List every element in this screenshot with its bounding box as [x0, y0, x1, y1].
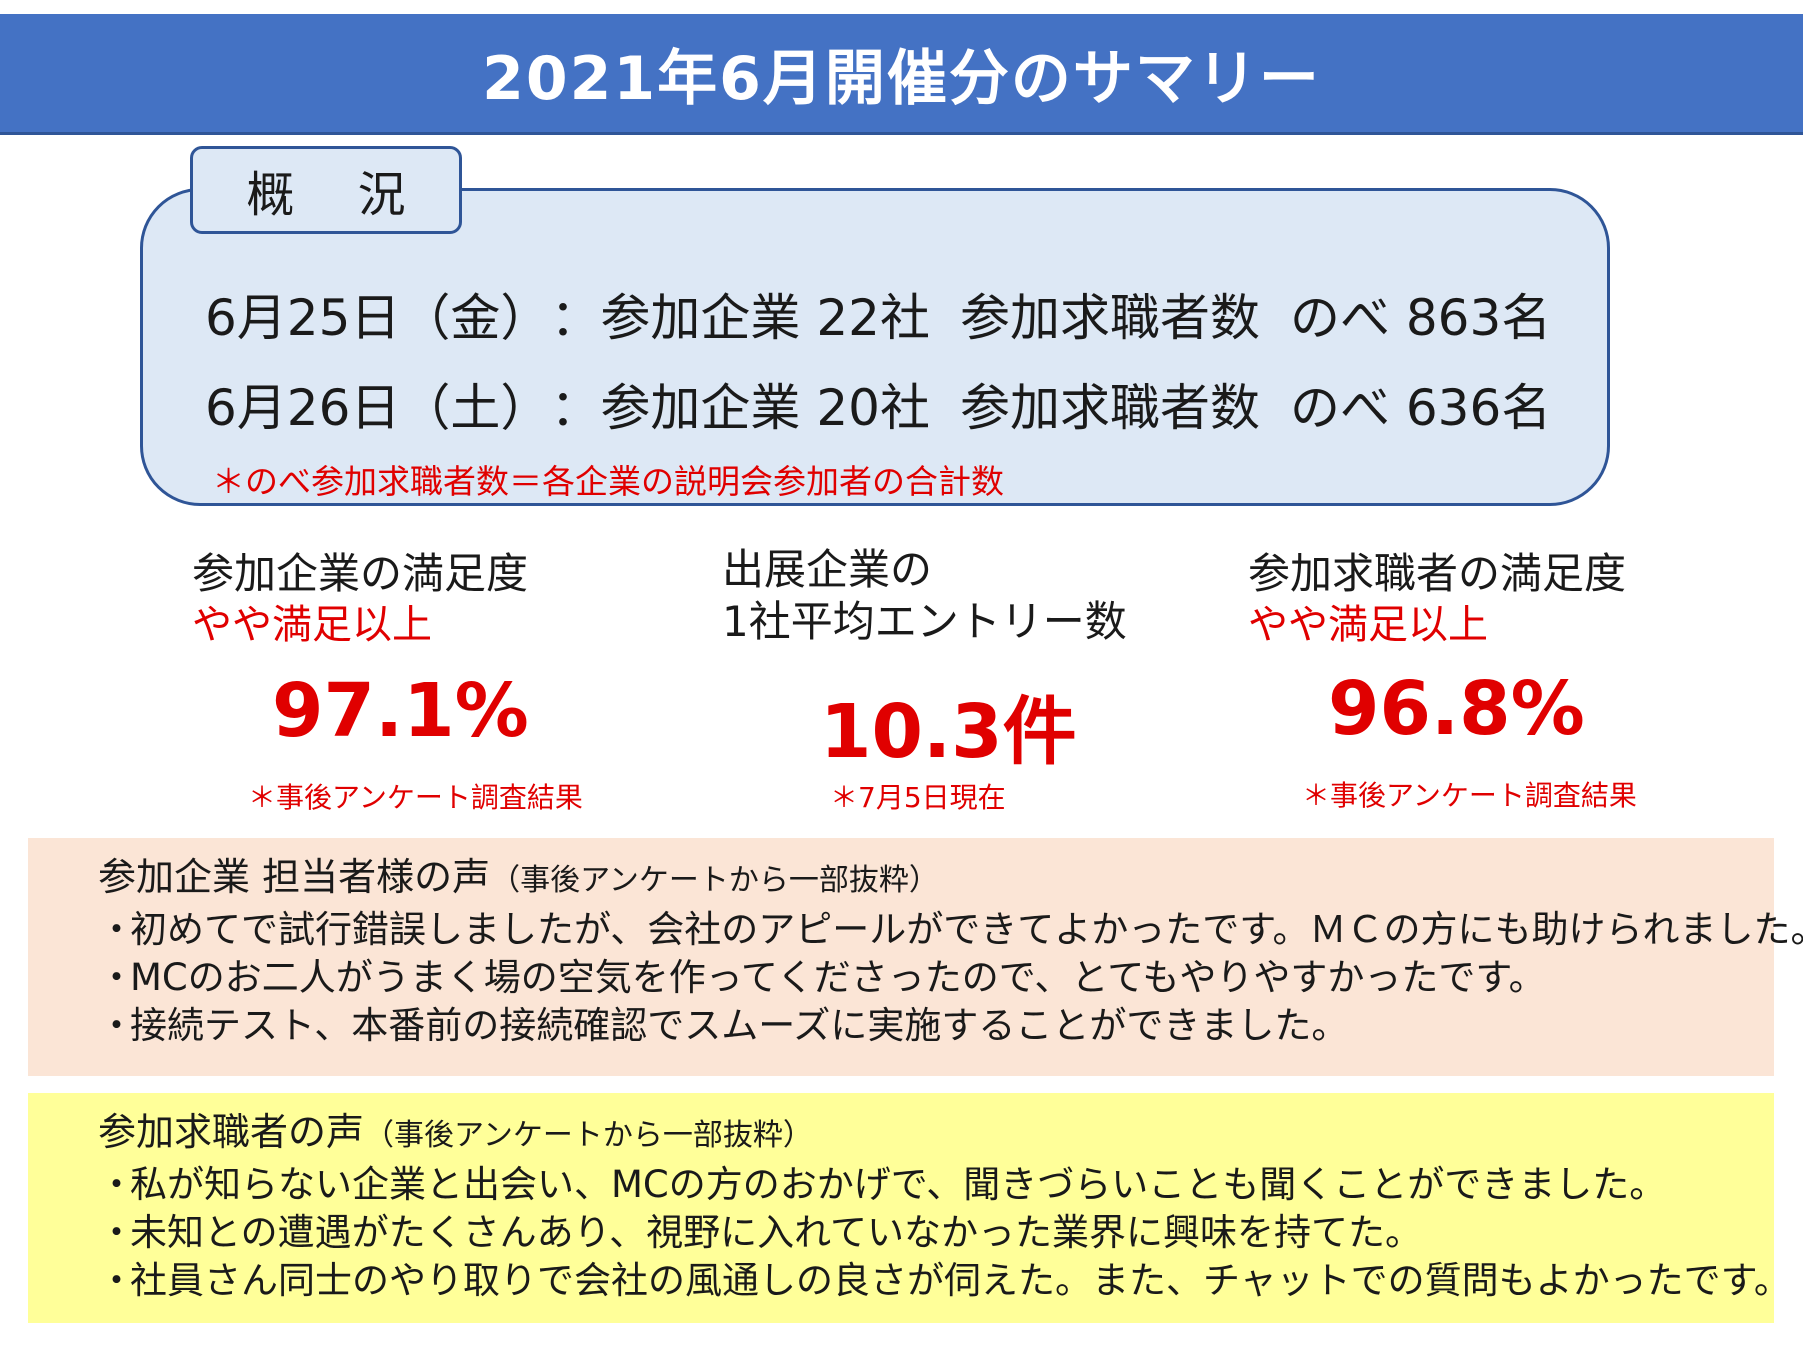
overview-seekers-label: 参加求職者数 [959, 289, 1260, 347]
overview-companies: ：参加企業 20社 [550, 379, 930, 437]
metric-label-line1: 出展企業の [722, 545, 933, 594]
list-item: ・社員さん同士のやり取りで会社の風通しの良さが伺えた。また、チャットでの質問もよ… [98, 1257, 1791, 1305]
title-bar: 2021年6月開催分のサマリー [0, 14, 1803, 135]
metric-value: 97.1% [272, 668, 529, 754]
overview-date: 6月25日（金） [205, 289, 551, 347]
page-title: 2021年6月開催分のサマリー [482, 43, 1321, 114]
metric-value: 10.3件 [820, 689, 1077, 775]
metric-value: 96.8% [1328, 666, 1585, 752]
metric-note: ＊7月5日現在 [830, 781, 1006, 814]
voice-text: 未知との遭遇がたくさんあり、視野に入れていなかった業界に興味を持てた。 [130, 1211, 1423, 1254]
bullet: ・ [98, 1259, 135, 1302]
metric-company-satisfaction: 参加企業の満足度 やや満足以上 [192, 548, 528, 650]
list-item: ・私が知らない企業と出会い、MCの方のおかげで、聞きづらいことも聞くことができま… [98, 1161, 1774, 1209]
overview-line-2: 6月26日（土）：参加企業 20社 参加求職者数 のべ 636名 [205, 368, 1551, 440]
metric-sublabel: やや満足以上 [192, 602, 432, 648]
list-item: ・未知との遭遇がたくさんあり、視野に入れていなかった業界に興味を持てた。 [98, 1209, 1774, 1257]
overview-line-1: 6月25日（金）：参加企業 22社 参加求職者数 のべ 863名 [205, 278, 1551, 350]
metric-sublabel: やや満足以上 [1248, 602, 1488, 648]
overview-date: 6月26日（土） [205, 379, 551, 437]
metric-avg-entries: 出展企業の 1社平均エントリー数 [722, 544, 1127, 648]
metric-label: 参加企業の満足度 [192, 549, 529, 598]
section-heading-sub: （事後アンケートから一部抜粋） [364, 1118, 813, 1153]
metric-seeker-satisfaction: 参加求職者の満足度 やや満足以上 [1248, 548, 1626, 650]
list-item: ・初めてで試行錯誤しましたが、会社のアピールができてよかったです。ＭＣの方にも助… [98, 906, 1803, 954]
bullet: ・ [98, 908, 135, 951]
section-heading: 参加企業 担当者様の声 [98, 855, 491, 899]
overview-companies: ：参加企業 22社 [550, 289, 930, 347]
metric-label-line2: 1社平均エントリー数 [722, 597, 1127, 646]
overview-seekers-total: のべ 636名 [1289, 379, 1552, 437]
overview-seekers-label: 参加求職者数 [959, 379, 1260, 437]
metric-note: ＊事後アンケート調査結果 [1302, 779, 1637, 812]
seeker-voices-panel: 参加求職者の声（事後アンケートから一部抜粋） ・私が知らない企業と出会い、MCの… [28, 1093, 1791, 1323]
overview-note: ＊のべ参加求職者数＝各企業の説明会参加者の合計数 [212, 462, 1004, 501]
bullet: ・ [98, 1211, 135, 1254]
metric-value-company-satisfaction: 97.1% [272, 668, 529, 754]
section-heading: 参加求職者の声 [98, 1110, 365, 1154]
company-voices-heading: 参加企業 担当者様の声（事後アンケートから一部抜粋） [98, 852, 1774, 906]
metric-note-seeker-satisfaction: ＊事後アンケート調査結果 [1302, 774, 1637, 814]
metric-value-avg-entries: 10.3件 [820, 672, 1077, 779]
overview-panel [140, 188, 1610, 506]
voice-text: MCのお二人がうまく場の空気を作ってくださったので、とてもやりやすかったです。 [130, 956, 1546, 999]
bullet: ・ [98, 956, 135, 999]
overview-tab-label: 概 況 [246, 167, 430, 223]
section-heading-sub: （事後アンケートから一部抜粋） [490, 863, 939, 898]
list-item: ・接続テスト、本番前の接続確認でスムーズに実施することができました。 [98, 1002, 1774, 1050]
voice-text: 初めてで試行錯誤しましたが、会社のアピールができてよかったです。ＭＣの方にも助け… [130, 908, 1803, 951]
seeker-voices-heading: 参加求職者の声（事後アンケートから一部抜粋） [98, 1107, 1774, 1161]
metric-note-company-satisfaction: ＊事後アンケート調査結果 [248, 776, 583, 816]
metric-note-avg-entries: ＊7月5日現在 [830, 776, 1006, 816]
list-item: ・MCのお二人がうまく場の空気を作ってくださったので、とてもやりやすかったです。 [98, 954, 1774, 1002]
overview-seekers-total: のべ 863名 [1289, 289, 1552, 347]
voice-text: 私が知らない企業と出会い、MCの方のおかげで、聞きづらいことも聞くことができまし… [130, 1163, 1667, 1206]
metric-label: 参加求職者の満足度 [1248, 549, 1627, 598]
company-voices-panel: 参加企業 担当者様の声（事後アンケートから一部抜粋） ・初めてで試行錯誤しました… [28, 838, 1803, 1076]
voice-text: 社員さん同士のやり取りで会社の風通しの良さが伺えた。また、チャットでの質問もよか… [130, 1259, 1791, 1302]
bullet: ・ [98, 1163, 135, 1206]
overview-tab: 概 況 [190, 146, 462, 234]
metric-note: ＊事後アンケート調査結果 [248, 781, 583, 814]
bullet: ・ [98, 1004, 135, 1047]
voice-text: 接続テスト、本番前の接続確認でスムーズに実施することができました。 [130, 1004, 1349, 1047]
metric-value-seeker-satisfaction: 96.8% [1328, 666, 1585, 752]
